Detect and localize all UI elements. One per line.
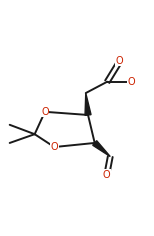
Polygon shape <box>93 141 110 156</box>
Text: O: O <box>116 55 123 66</box>
Text: O: O <box>41 107 49 117</box>
Text: O: O <box>103 170 110 180</box>
Text: O: O <box>51 142 58 152</box>
Polygon shape <box>85 93 91 115</box>
Text: O: O <box>128 77 135 87</box>
